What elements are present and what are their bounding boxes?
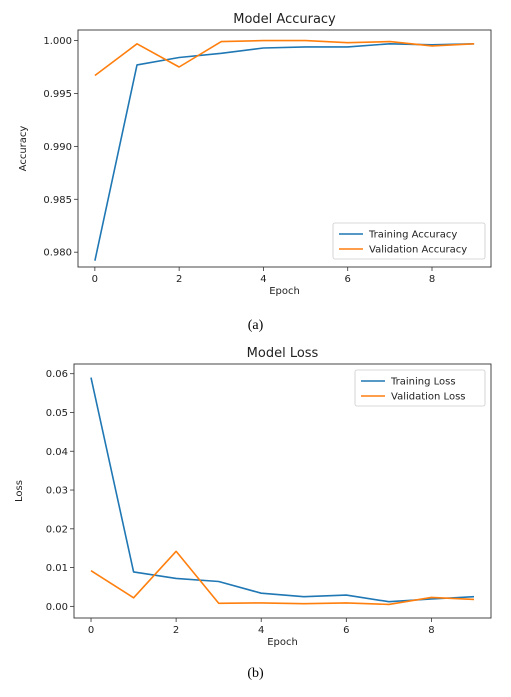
chart-title: Model Accuracy bbox=[233, 12, 336, 27]
accuracy-chart: Model Accuracy 0 2 4 6 8 0.980 0.985 0.990 0.995 1… bbox=[18, 12, 492, 297]
x-tick-label: 2 bbox=[173, 625, 179, 636]
y-tick-label: 0.990 bbox=[43, 142, 72, 153]
x-axis-label: Epoch bbox=[269, 286, 300, 297]
y-tick-label: 0.02 bbox=[46, 524, 68, 535]
legend-box bbox=[332, 222, 486, 260]
y-tick-label: 0.980 bbox=[43, 248, 72, 259]
legend-label: Training Accuracy bbox=[368, 230, 457, 241]
x-tick-label: 4 bbox=[258, 625, 264, 636]
chart-title: Model Loss bbox=[247, 346, 319, 361]
legend-label: Validation Loss bbox=[391, 392, 466, 403]
y-tick-label: 0.985 bbox=[43, 195, 72, 206]
series-line-training-loss bbox=[90, 377, 475, 603]
loss-chart: Model Loss 0 2 4 6 8 0.00 0.01 0.02 0.03 0.04 0.05 0… bbox=[14, 346, 492, 648]
y-tick-label: 0.01 bbox=[46, 563, 68, 574]
x-tick-label: 4 bbox=[260, 274, 266, 285]
y-axis-label: Loss bbox=[14, 480, 25, 502]
y-tick-label: 0.00 bbox=[46, 602, 68, 613]
x-tick-label: 8 bbox=[428, 625, 434, 636]
series-line-validation-accuracy bbox=[94, 39, 475, 77]
legend-box bbox=[354, 369, 486, 407]
y-tick-label: 0.995 bbox=[43, 89, 72, 100]
y-axis-label: Accuracy bbox=[18, 126, 29, 172]
y-tick-label: 0.05 bbox=[46, 408, 68, 419]
y-tick-label: 0.04 bbox=[46, 447, 68, 458]
plot-frame bbox=[73, 363, 492, 619]
series-line-validation-loss bbox=[90, 550, 475, 606]
legend-label: Training Loss bbox=[390, 377, 456, 388]
x-tick-label: 6 bbox=[343, 625, 349, 636]
legend-label: Validation Accuracy bbox=[369, 245, 467, 256]
x-tick-label: 2 bbox=[176, 274, 182, 285]
plot-frame bbox=[77, 29, 492, 268]
x-tick-label: 0 bbox=[88, 625, 94, 636]
caption-a: (a) bbox=[247, 318, 264, 333]
y-tick-label: 0.06 bbox=[46, 369, 68, 380]
y-tick-label: 0.03 bbox=[46, 486, 68, 497]
x-tick-label: 0 bbox=[92, 274, 98, 285]
x-tick-label: 6 bbox=[345, 274, 351, 285]
x-tick-label: 8 bbox=[429, 274, 435, 285]
y-tick-label: 1.000 bbox=[43, 36, 72, 47]
caption-b: (b) bbox=[247, 666, 264, 681]
x-axis-label: Epoch bbox=[267, 637, 298, 648]
